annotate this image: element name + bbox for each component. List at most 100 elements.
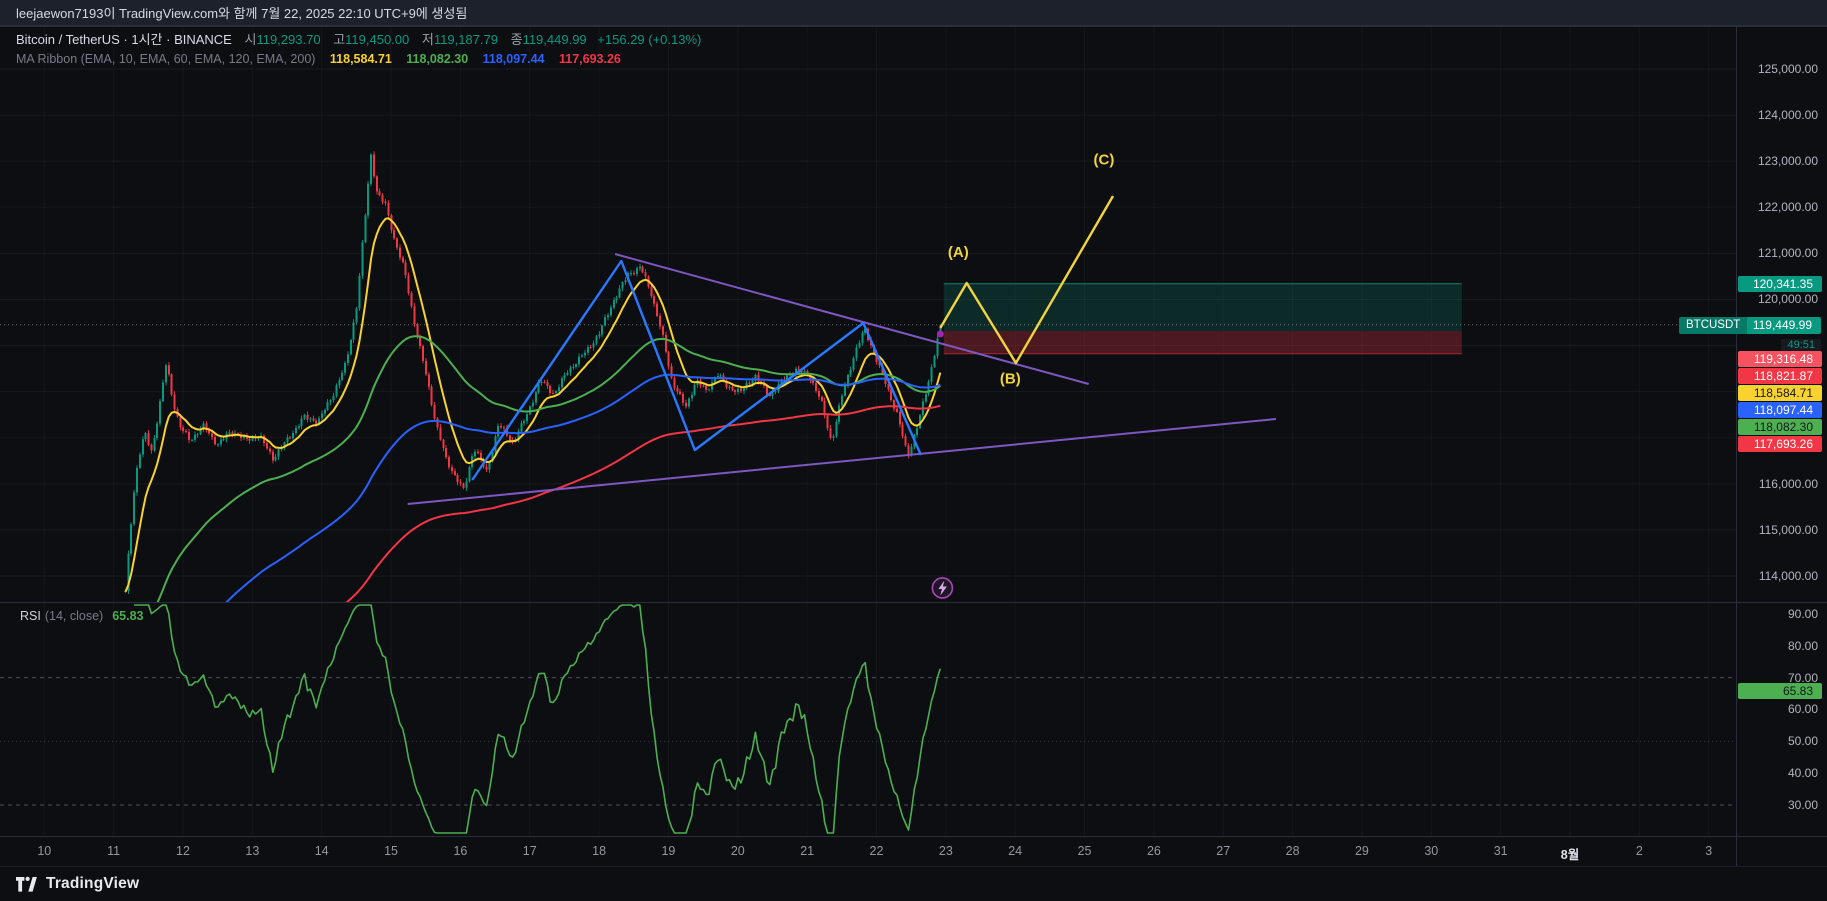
time-axis-label: 19 [661, 844, 676, 858]
price-axis-label: 121,000.00 [1757, 246, 1818, 261]
rsi-legend: RSI (14, close) 65.83 [20, 609, 143, 623]
trendline[interactable] [407, 417, 1277, 506]
ma-ribbon-title[interactable]: MA Ribbon (EMA, 10, EMA, 60, EMA, 120, E… [16, 52, 316, 66]
time-axis-label: 31 [1493, 844, 1508, 858]
tradingview-logo-text[interactable]: TradingView [46, 875, 140, 892]
change-value: +156.29 (+0.13%) [597, 32, 702, 47]
ema-10-line[interactable] [124, 217, 942, 593]
grid-lines [0, 68, 1736, 577]
price-axis-label: 115,000.00 [1758, 522, 1818, 537]
lightning-marker-icon[interactable] [931, 577, 954, 599]
ema10-value: 118,584.71 [329, 52, 392, 66]
price-axis-label: 124,000.00 [1757, 108, 1818, 123]
time-axis[interactable]: 10 11 12 13 14 15 16 17 18 19 20 21 22 23 24 25 26 27 28 29… [0, 836, 1827, 866]
time-axis-label: 30 [1424, 844, 1439, 858]
time-axis-label: 22 [869, 844, 884, 858]
time-axis-label: 16 [453, 844, 468, 858]
rsi-value-badge: 65.83 [1738, 683, 1822, 699]
time-axis-label: 20 [730, 844, 745, 858]
rsi-title[interactable]: RSI [20, 609, 41, 623]
current-price-badge[interactable]: BTCUSDT 119,449.99 49:51 [1679, 317, 1821, 353]
time-axis-label: 11 [107, 844, 121, 858]
open-label: 시 [244, 32, 257, 47]
time-axis-label: 13 [245, 844, 260, 858]
price-axis-label: 116,000.00 [1758, 476, 1818, 491]
ema-120-line[interactable] [125, 373, 941, 735]
time-axis-label: 12 [176, 844, 190, 858]
axis-price-badge: 118,082.30 [1738, 419, 1822, 435]
time-axis-label: 10 [37, 844, 52, 858]
time-axis-label: 24 [1008, 844, 1023, 858]
time-axis-label: 17 [522, 844, 537, 858]
countdown-row: 49:51 [1679, 335, 1821, 353]
close-label: 종 [510, 32, 523, 47]
ema-60-line[interactable] [125, 335, 941, 665]
long-position-target-zone[interactable] [943, 283, 1462, 331]
long-position-stop-zone[interactable] [943, 330, 1462, 354]
abc-projection-line[interactable] [939, 195, 1115, 365]
time-axis-label: 18 [592, 844, 607, 858]
price-axis-label: 122,000.00 [1757, 200, 1818, 215]
footer-bar: TradingView [0, 866, 1827, 901]
rsi-axis-label: 90.00 [1787, 607, 1818, 621]
rsi-line[interactable] [134, 604, 942, 834]
time-axis-label: 28 [1285, 844, 1300, 858]
ema200-value: 117,693.26 [559, 52, 621, 66]
rsi-pane[interactable] [0, 604, 1736, 834]
time-axis-label: 8월 [1560, 848, 1580, 862]
high-label: 고 [333, 32, 346, 47]
tradingview-logo-icon[interactable] [16, 876, 38, 893]
rsi-axis-label: 60.00 [1787, 702, 1818, 717]
rsi-params: (14, close) [44, 609, 104, 623]
rsi-axis-label: 40.00 [1787, 766, 1818, 781]
time-axis-label: 14 [314, 844, 329, 858]
axis-price-badge: 118,584.71 [1738, 385, 1822, 401]
close-value: 119,449.99 [522, 32, 587, 47]
rsi-axis-label: 30.00 [1787, 797, 1818, 812]
low-label: 저 [421, 32, 434, 47]
last-price: 119,449.99 [1747, 317, 1821, 334]
axis-price-badge: 118,821.87 [1738, 368, 1822, 384]
time-axis-label: 29 [1354, 844, 1369, 858]
axis-price-badge: 118,097.44 [1738, 402, 1822, 418]
attribution-text: leejaewon7193이 TradingView.com와 함께 7월 22… [16, 6, 468, 21]
symbol-info-row: Bitcoin / TetherUS · 1시간 · BINANCE 시119,… [16, 31, 701, 49]
price-axis-label: 114,000.00 [1758, 569, 1818, 583]
wave-zigzag[interactable] [471, 259, 922, 481]
ema120-value: 118,097.44 [482, 52, 545, 66]
time-axis-label: 23 [938, 844, 953, 858]
symbol-name: BTCUSDT [1679, 317, 1748, 334]
candlestick-series[interactable] [124, 151, 942, 594]
ema60-value: 118,082.30 [406, 52, 469, 66]
attribution-bar: leejaewon7193이 TradingView.com와 함께 7월 22… [0, 0, 1827, 26]
wave-label[interactable]: (A) [948, 244, 969, 261]
axis-price-badge: 117,693.26 [1738, 436, 1822, 452]
time-axis-label: 21 [800, 844, 815, 858]
symbol-price-row: BTCUSDT 119,449.99 [1679, 317, 1821, 334]
high-value: 119,450.00 [345, 32, 410, 47]
rsi-current-value: 65.83 [112, 609, 144, 623]
ma-ribbon-row: MA Ribbon (EMA, 10, EMA, 60, EMA, 120, E… [16, 50, 701, 68]
time-axis-label: 26 [1146, 844, 1161, 858]
drawing-anchor-dot[interactable] [936, 330, 944, 338]
wave-label[interactable]: (C) [1094, 151, 1115, 168]
rsi-axis-label: 80.00 [1787, 638, 1818, 653]
price-axis-label: 125,000.00 [1757, 62, 1818, 76]
wave-label[interactable]: (B) [1000, 370, 1021, 387]
target-price-badge[interactable]: 120,341.35 [1738, 276, 1822, 292]
axis-price-badge: 119,316.48 [1738, 351, 1822, 367]
symbol-title[interactable]: Bitcoin / TetherUS · 1시간 · BINANCE [16, 32, 232, 47]
rsi-axis-label: 50.00 [1787, 734, 1818, 749]
low-value: 119,187.79 [433, 32, 498, 47]
bar-close-countdown: 49:51 [1781, 339, 1821, 352]
trendline[interactable] [614, 253, 1089, 385]
price-axis[interactable]: 125,000.00 124,000.00 123,000.00 122,000.00… [1737, 0, 1827, 866]
time-axis-label: 3 [1705, 844, 1713, 858]
open-value: 119,293.70 [256, 32, 321, 47]
time-axis-label: 15 [384, 844, 398, 858]
main-pane[interactable]: (A) (B) (C) [0, 151, 1736, 804]
rsi-axis-label: 70.00 [1787, 670, 1818, 685]
ema-200-line[interactable] [125, 404, 941, 805]
